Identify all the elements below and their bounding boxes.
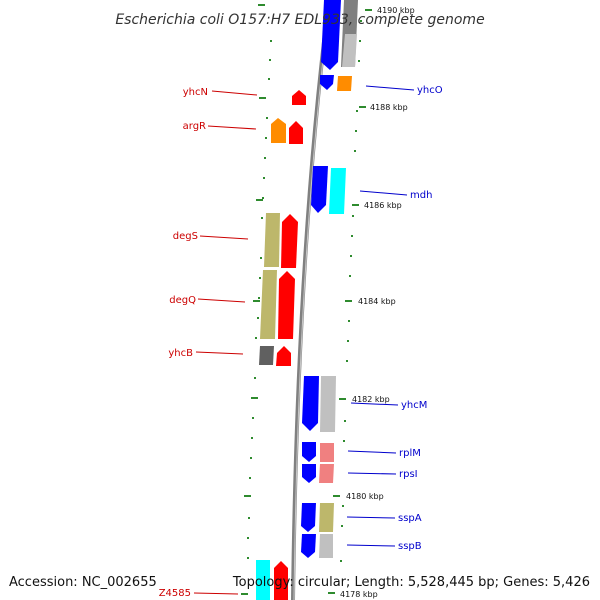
accession-text: Accession: NC_002655: [9, 575, 157, 590]
gene-label-rpsI[interactable]: rpsI: [399, 469, 418, 480]
tick-label-4182: 4182 kbp: [352, 395, 390, 404]
gene-mdh-blue[interactable]: [311, 166, 328, 213]
reverse-strand-genes: [256, 90, 306, 600]
outer-tick-dashes: [328, 9, 372, 594]
gene-rplM-pink[interactable]: [320, 443, 334, 462]
map-title: Escherichia coli O157:H7 EDL933, complet…: [115, 12, 484, 28]
gene-argR-red[interactable]: [289, 121, 303, 144]
gene-sspA-khaki[interactable]: [319, 503, 334, 532]
gene-yhcO-blue[interactable]: [320, 75, 334, 90]
left-gene-labels: yhcN argR degS degQ yhcB Z4585: [159, 87, 208, 599]
gene-label-sspA[interactable]: sspA: [398, 513, 422, 524]
gene-degQ-khaki[interactable]: [260, 270, 277, 339]
gene-mdh-cyan[interactable]: [329, 168, 346, 214]
inner-tick-dashes: [241, 4, 266, 595]
gene-yhcO-orange[interactable]: [337, 76, 352, 91]
gene-yhcM-lightgray[interactable]: [320, 376, 336, 432]
gene-label-argR[interactable]: argR: [183, 121, 206, 132]
gene-label-sspB[interactable]: sspB: [398, 541, 422, 552]
gene-yhcM-blue[interactable]: [302, 376, 319, 431]
tick-label-4184: 4184 kbp: [358, 297, 396, 306]
gene-Z4585-red[interactable]: [274, 561, 288, 600]
gene-top-lightgray[interactable]: [342, 34, 357, 67]
tick-label-4190: 4190 kbp: [377, 6, 415, 15]
tick-label-4180: 4180 kbp: [346, 492, 384, 501]
tick-label-4188: 4188 kbp: [370, 103, 408, 112]
tick-labels: 4190 kbp 4188 kbp 4186 kbp 4184 kbp 4182…: [340, 6, 415, 599]
gene-degQ-red[interactable]: [278, 271, 295, 339]
gene-sspB-lightgray[interactable]: [319, 534, 333, 558]
genome-backbone-highlight: [293, 0, 331, 600]
gene-degS-khaki[interactable]: [264, 213, 280, 267]
gene-argR-orange[interactable]: [271, 118, 286, 143]
gene-label-degQ[interactable]: degQ: [169, 295, 196, 306]
genome-summary-text: Topology: circular; Length: 5,528,445 bp…: [232, 575, 590, 590]
gene-rpsI-blue[interactable]: [302, 464, 316, 483]
gene-Z4585-cyan[interactable]: [256, 560, 270, 600]
gene-label-yhcM[interactable]: yhcM: [401, 400, 427, 411]
gene-sspB-blue[interactable]: [301, 534, 316, 558]
gene-label-yhcB[interactable]: yhcB: [168, 348, 193, 359]
gene-yhcN[interactable]: [292, 90, 306, 105]
genome-backbone: [291, 0, 331, 600]
gene-label-mdh[interactable]: mdh: [410, 190, 432, 201]
gene-rplM-blue[interactable]: [302, 442, 316, 462]
gene-label-yhcN[interactable]: yhcN: [183, 87, 208, 98]
outer-dotted-track: [340, 20, 362, 562]
gene-label-rplM[interactable]: rplM: [399, 448, 421, 459]
gene-rpsI-pink[interactable]: [319, 464, 334, 483]
gene-label-yhcO[interactable]: yhcO: [417, 85, 443, 96]
gene-label-Z4585[interactable]: Z4585: [159, 588, 191, 599]
gene-top-blue[interactable]: [321, 0, 341, 70]
forward-strand-genes: [301, 0, 358, 558]
tick-label-4178: 4178 kbp: [340, 590, 378, 599]
right-leader-lines: [346, 85, 415, 547]
right-gene-labels: yhcO mdh yhcM rplM rpsI sspA sspB: [398, 85, 443, 552]
left-leader-lines: [193, 90, 258, 595]
tick-label-4186: 4186 kbp: [364, 201, 402, 210]
gene-label-degS[interactable]: degS: [173, 231, 198, 242]
gene-yhcB-gray[interactable]: [259, 346, 274, 365]
gene-degS-red[interactable]: [281, 214, 298, 268]
gene-sspA-blue[interactable]: [301, 503, 316, 532]
inner-dotted-track: [247, 40, 272, 559]
gene-yhcB-red[interactable]: [276, 346, 291, 366]
